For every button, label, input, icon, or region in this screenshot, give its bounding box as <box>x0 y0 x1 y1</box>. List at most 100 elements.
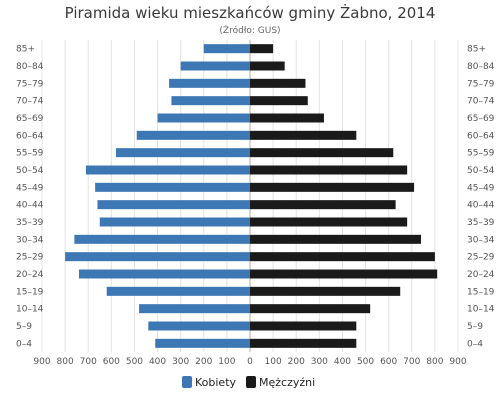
legend-swatch-mezczyzni[interactable] <box>246 376 256 388</box>
x-tick-label: 400 <box>334 357 351 367</box>
bar-mezczyzni[interactable] <box>250 44 274 54</box>
category-label-right: 40–44 <box>467 201 495 211</box>
x-tick-label: 700 <box>403 357 420 367</box>
bar-mezczyzni[interactable] <box>250 165 408 175</box>
bar-kobiety[interactable] <box>203 44 250 54</box>
category-label-left: 5–9 <box>16 322 32 332</box>
bar-mezczyzni[interactable] <box>250 130 357 140</box>
bar-kobiety[interactable] <box>78 269 250 279</box>
category-label-right: 10–14 <box>467 305 495 315</box>
bar-kobiety[interactable] <box>115 148 250 158</box>
category-label-right: 25–29 <box>467 253 495 263</box>
category-label-right: 15–19 <box>467 287 495 297</box>
category-label-right: 75–79 <box>467 79 495 89</box>
category-label-right: 35–39 <box>467 218 495 228</box>
x-tick-label: 900 <box>449 357 466 367</box>
bar-kobiety[interactable] <box>65 252 250 262</box>
category-label-right: 20–24 <box>467 270 495 280</box>
category-label-right: 30–34 <box>467 235 495 245</box>
category-label-left: 70–74 <box>16 97 44 107</box>
bar-kobiety[interactable] <box>169 78 250 88</box>
category-label-left: 65–69 <box>16 114 44 124</box>
category-label-left: 10–14 <box>16 305 44 315</box>
x-tick-label: 100 <box>218 357 235 367</box>
chart-title: Piramida wieku mieszkańców gminy Żabno, … <box>65 3 436 22</box>
category-label-left: 0–4 <box>16 339 32 349</box>
x-tick-label: 500 <box>357 357 374 367</box>
bar-mezczyzni[interactable] <box>250 304 371 314</box>
x-tick-label: 400 <box>149 357 166 367</box>
bar-kobiety[interactable] <box>180 61 250 71</box>
bar-mezczyzni[interactable] <box>250 78 306 88</box>
category-label-right: 70–74 <box>467 97 495 107</box>
category-label-right: 5–9 <box>467 322 483 332</box>
bar-kobiety[interactable] <box>171 96 250 106</box>
bar-kobiety[interactable] <box>85 165 251 175</box>
category-label-right: 50–54 <box>467 166 495 176</box>
x-tick-label: 700 <box>80 357 97 367</box>
category-label-left: 35–39 <box>16 218 44 228</box>
bar-kobiety[interactable] <box>155 338 250 348</box>
x-tick-label: 300 <box>172 357 189 367</box>
x-tick-label: 900 <box>33 357 50 367</box>
category-label-left: 60–64 <box>16 131 44 141</box>
bar-kobiety[interactable] <box>157 113 250 123</box>
x-tick-label: 800 <box>57 357 74 367</box>
chart-subtitle: (Źródło: GUS) <box>219 24 280 36</box>
legend-label-mezczyzni[interactable]: Mężczyźni <box>259 376 315 389</box>
x-tick-label: 300 <box>311 357 328 367</box>
category-label-left: 40–44 <box>16 201 44 211</box>
bar-mezczyzni[interactable] <box>250 113 324 123</box>
bar-mezczyzni[interactable] <box>250 217 408 227</box>
x-tick-label: 0 <box>247 357 253 367</box>
bar-kobiety[interactable] <box>97 200 250 210</box>
category-label-right: 45–49 <box>467 183 495 193</box>
x-tick-label: 200 <box>288 357 305 367</box>
bar-mezczyzni[interactable] <box>250 234 422 244</box>
category-label-left: 25–29 <box>16 253 44 263</box>
bar-kobiety[interactable] <box>139 304 250 314</box>
bars <box>65 44 438 348</box>
bar-kobiety[interactable] <box>99 217 251 227</box>
bar-mezczyzni[interactable] <box>250 321 357 331</box>
category-label-right: 85+ <box>467 45 486 55</box>
bar-kobiety[interactable] <box>106 286 250 296</box>
category-label-right: 65–69 <box>467 114 495 124</box>
legend-label-kobiety[interactable]: Kobiety <box>195 376 237 389</box>
category-label-right: 0–4 <box>467 339 483 349</box>
x-axis-ticks: 900 800 700 600 500 400 300 200 100 0 100 200 300 400… <box>33 357 466 367</box>
bar-kobiety[interactable] <box>136 130 250 140</box>
category-label-left: 80–84 <box>16 62 44 72</box>
category-label-left: 30–34 <box>16 235 44 245</box>
category-label-left: 75–79 <box>16 79 44 89</box>
bar-mezczyzni[interactable] <box>250 200 396 210</box>
x-tick-label: 100 <box>265 357 282 367</box>
category-label-left: 20–24 <box>16 270 44 280</box>
bar-mezczyzni[interactable] <box>250 182 415 192</box>
bar-kobiety[interactable] <box>148 321 250 331</box>
bar-kobiety[interactable] <box>95 182 251 192</box>
category-label-left: 50–54 <box>16 166 44 176</box>
bar-mezczyzni[interactable] <box>250 61 285 71</box>
grid-lines <box>41 40 459 352</box>
category-label-left: 85+ <box>16 45 35 55</box>
category-label-right: 55–59 <box>467 149 495 159</box>
legend: Kobiety Mężczyźni <box>182 376 315 389</box>
category-label-left: 15–19 <box>16 287 44 297</box>
bar-mezczyzni[interactable] <box>250 269 438 279</box>
x-tick-label: 500 <box>126 357 143 367</box>
category-label-right: 60–64 <box>467 131 495 141</box>
bar-mezczyzni[interactable] <box>250 252 435 262</box>
bar-mezczyzni[interactable] <box>250 148 394 158</box>
category-labels: 85+ 85+ 80–84 80–84 75–79 75–79 70–74 70–74 65–6… <box>16 45 495 350</box>
bar-kobiety[interactable] <box>74 234 250 244</box>
x-tick-label: 200 <box>195 357 212 367</box>
x-tick-label: 600 <box>103 357 120 367</box>
x-tick-label: 800 <box>426 357 443 367</box>
bar-mezczyzni[interactable] <box>250 338 357 348</box>
bar-mezczyzni[interactable] <box>250 96 308 106</box>
bar-mezczyzni[interactable] <box>250 286 401 296</box>
category-label-left: 45–49 <box>16 183 44 193</box>
legend-swatch-kobiety[interactable] <box>182 376 192 388</box>
